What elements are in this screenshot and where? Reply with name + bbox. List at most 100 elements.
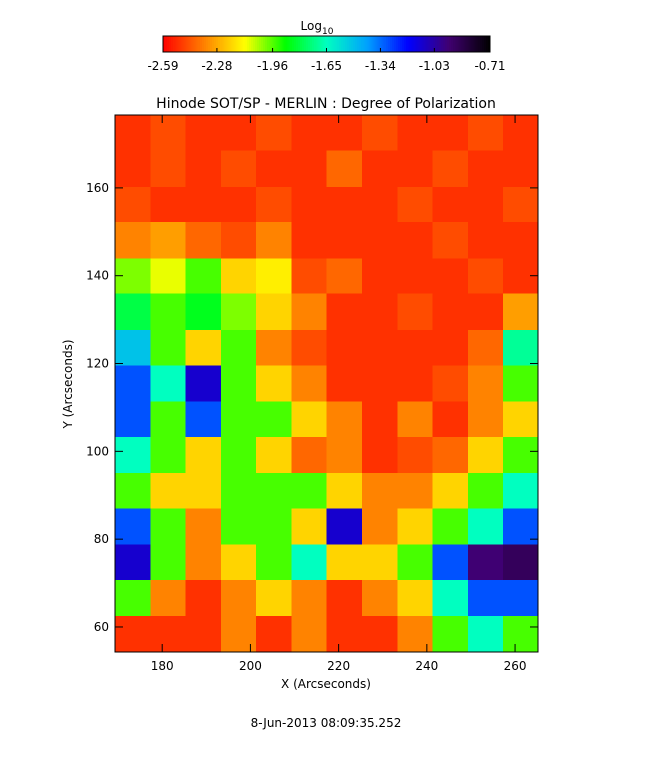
heatmap-cell — [150, 401, 187, 438]
heatmap-cell — [362, 365, 398, 402]
heatmap-cell — [503, 544, 538, 581]
heatmap-cell — [150, 579, 187, 617]
colorbar-swatch — [187, 36, 191, 52]
colorbar-swatch — [304, 36, 307, 52]
colorbar-swatch — [438, 36, 442, 52]
heatmap-cell — [256, 186, 292, 223]
colorbar-swatch — [287, 36, 291, 52]
colorbar-swatch — [365, 36, 368, 52]
colorbar-swatch — [177, 36, 180, 52]
colorbar-swatch — [367, 36, 370, 52]
heatmap-cell — [362, 401, 398, 438]
colorbar-swatch — [457, 36, 460, 52]
heatmap-cell — [432, 293, 469, 331]
colorbar-swatch — [240, 36, 244, 52]
colorbar-swatch — [375, 36, 379, 52]
heatmap-cell — [362, 186, 398, 223]
colorbar-swatch — [210, 36, 213, 52]
colorbar-swatch — [226, 36, 229, 52]
colorbar-swatch — [459, 36, 462, 52]
heatmap-cell — [432, 365, 469, 402]
heatmap-cell — [185, 401, 222, 438]
colorbar-swatch — [316, 36, 319, 52]
colorbar-swatch — [289, 36, 293, 52]
heatmap-cell — [326, 150, 363, 188]
heatmap-cell — [220, 365, 257, 402]
colorbar-swatch — [475, 36, 479, 52]
heatmap-cell — [291, 401, 328, 438]
colorbar-swatch — [473, 36, 477, 52]
heatmap-cell — [432, 544, 469, 581]
colorbar-swatch — [348, 36, 352, 52]
heatmap-cell — [432, 473, 469, 510]
colorbar-swatch — [205, 36, 209, 52]
heatmap-cell — [115, 150, 151, 188]
heatmap-cell — [185, 615, 222, 652]
heatmap-cell — [467, 150, 504, 188]
colorbar-swatch — [281, 36, 285, 52]
colorbar-swatch — [434, 36, 438, 52]
colorbar-swatch — [436, 36, 440, 52]
heatmap-cell — [467, 436, 504, 474]
colorbar-swatch — [363, 36, 366, 52]
heatmap-cell — [291, 329, 328, 366]
heatmap-cell — [467, 293, 504, 331]
heatmap-cell — [397, 329, 434, 366]
heatmap-cell — [256, 258, 292, 295]
colorbar-title: Log10 — [301, 19, 334, 37]
colorbar-swatch — [193, 36, 197, 52]
heatmap-cell — [503, 436, 538, 474]
colorbar-swatch — [467, 36, 471, 52]
heatmap-cell — [503, 186, 538, 223]
heatmap-cell — [326, 615, 363, 652]
colorbar-swatch — [293, 36, 297, 52]
heatmap-cell — [362, 436, 398, 474]
heatmap-cell — [432, 579, 469, 617]
colorbar-swatch — [171, 36, 174, 52]
x-axis-label: X (Arcseconds) — [281, 677, 371, 691]
heatmap-cell — [185, 436, 222, 474]
y-tick-label: 160 — [86, 181, 109, 195]
heatmap-cell — [185, 115, 222, 152]
colorbar-swatch — [314, 36, 317, 52]
colorbar-swatch — [395, 36, 399, 52]
heatmap-cell — [432, 150, 469, 188]
heatmap-cell — [503, 258, 538, 295]
colorbar-swatch — [361, 36, 364, 52]
heatmap-cell — [150, 615, 187, 652]
colorbar-swatch — [244, 36, 248, 52]
x-tick-label: 200 — [239, 659, 262, 673]
colorbar-tick-label: -2.59 — [147, 59, 178, 73]
colorbar-swatch — [398, 36, 401, 52]
colorbar-swatch — [342, 36, 346, 52]
heatmap-cell — [397, 401, 434, 438]
heatmap-cell — [432, 508, 469, 545]
colorbar-swatch — [485, 36, 489, 52]
heatmap-cell — [115, 115, 151, 152]
colorbar-swatch — [195, 36, 199, 52]
heatmap-cell — [467, 544, 504, 581]
heatmap-cell — [185, 508, 222, 545]
colorbar-swatch — [301, 36, 305, 52]
colorbar-swatch — [201, 36, 205, 52]
colorbar-swatch — [449, 36, 452, 52]
colorbar-swatch — [471, 36, 475, 52]
colorbar-swatch — [330, 36, 334, 52]
heatmap-cell — [115, 293, 151, 331]
colorbar-swatch — [214, 36, 217, 52]
heatmap-cell — [291, 115, 328, 152]
colorbar-swatch — [357, 36, 360, 52]
colorbar-swatch — [279, 36, 283, 52]
colorbar-swatch — [393, 36, 397, 52]
heatmap-cell — [362, 150, 398, 188]
colorbar-swatch — [285, 36, 289, 52]
heatmap-cell — [432, 115, 469, 152]
heatmap-cell — [291, 365, 328, 402]
colorbar-swatch — [267, 36, 270, 52]
colorbar-swatch — [248, 36, 252, 52]
colorbar-swatch — [291, 36, 295, 52]
colorbar-swatch — [283, 36, 287, 52]
heatmap-cell — [362, 473, 398, 510]
heatmap-cell — [115, 222, 151, 259]
colorbar-swatch — [242, 36, 246, 52]
